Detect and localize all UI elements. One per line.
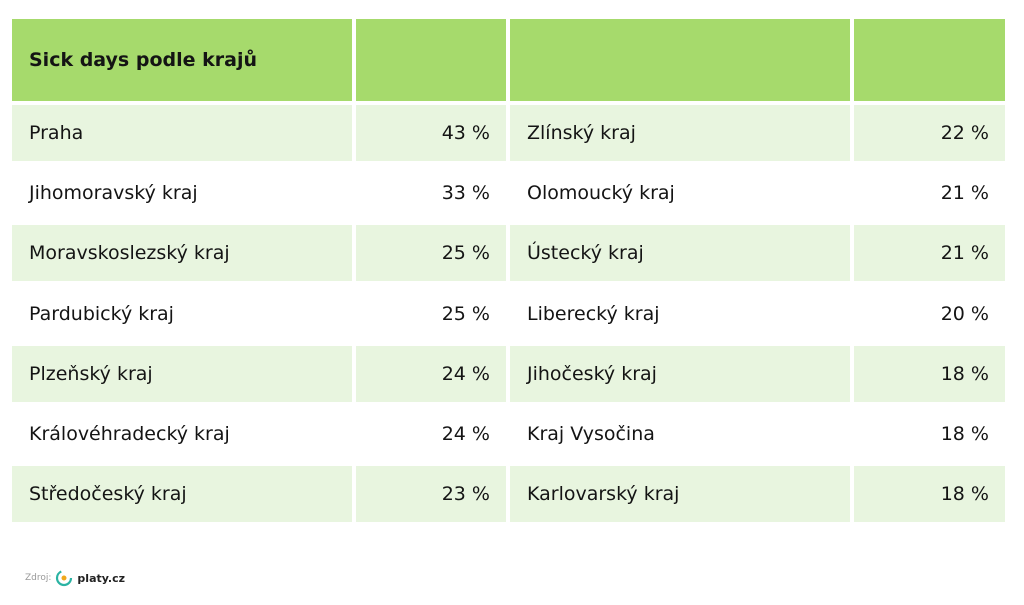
region-cell: Liberecký kraj	[527, 302, 660, 325]
value-cell: 33 %	[441, 182, 490, 205]
header-cell	[510, 19, 850, 101]
region-cell: Olomoucký kraj	[527, 182, 675, 205]
value-cell: 24 %	[441, 423, 490, 445]
region-cell: Karlovarský kraj	[510, 466, 850, 523]
region-cell: Pardubický kraj	[29, 302, 174, 325]
value-cell: 24 %	[356, 345, 506, 402]
region-cell: Jihomoravský kraj	[29, 182, 198, 205]
value-cell: 20 %	[940, 302, 989, 325]
value-cell: 18 %	[940, 423, 989, 445]
region-cell: Praha	[12, 105, 352, 161]
region-cell: Jihočeský kraj	[510, 345, 850, 402]
value-cell: 43 %	[356, 105, 506, 161]
region-cell: Ústecký kraj	[510, 225, 850, 282]
region-cell: Středočeský kraj	[12, 466, 352, 523]
logo-text: platy.cz	[77, 571, 126, 585]
source-label: Zdroj:	[25, 573, 52, 583]
footer: Zdroj: platy.cz	[25, 569, 125, 587]
header-cell	[356, 19, 506, 101]
logo-icon	[56, 569, 73, 587]
region-cell: Moravskoslezský kraj	[12, 225, 352, 282]
region-cell: Zlínský kraj	[510, 105, 850, 161]
region-cell: Plzeňský kraj	[12, 345, 352, 402]
value-cell: 25 %	[441, 302, 490, 325]
value-cell: 21 %	[940, 182, 989, 205]
header-cell	[854, 19, 1005, 101]
value-cell: 22 %	[854, 105, 1005, 161]
value-cell: 18 %	[854, 466, 1005, 523]
region-cell: Královéhradecký kraj	[29, 423, 230, 445]
value-cell: 21 %	[854, 225, 1005, 282]
region-cell: Kraj Vysočina	[527, 423, 655, 445]
value-cell: 18 %	[854, 345, 1005, 402]
value-cell: 23 %	[356, 466, 506, 523]
header-title: Sick days podle krajů	[12, 19, 352, 101]
value-cell: 25 %	[356, 225, 506, 282]
